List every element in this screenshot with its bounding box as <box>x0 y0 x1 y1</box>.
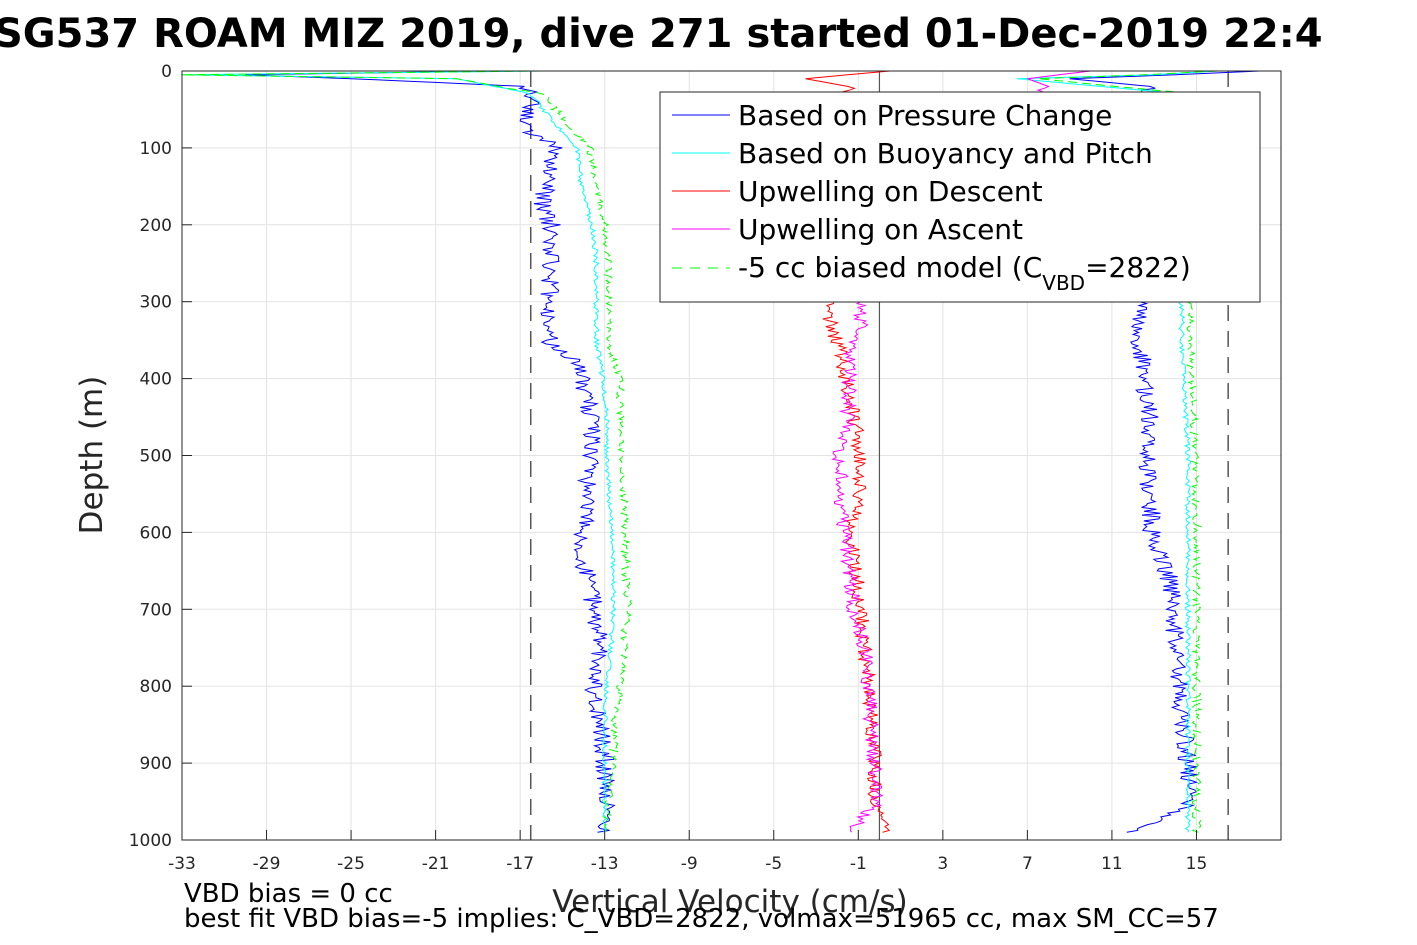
x-tick-label: -21 <box>422 854 450 874</box>
y-tick-label: 600 <box>140 523 172 543</box>
legend-label-biased-sub: VBD <box>1042 271 1085 295</box>
legend-label-biased-end: =2822) <box>1085 251 1191 284</box>
y-tick-label: 100 <box>140 139 172 159</box>
bias-note: VBD bias = 0 cc <box>184 879 393 909</box>
x-axis-title: Vertical Velocity (cm/s) <box>552 884 907 920</box>
legend-label-up-descent: Upwelling on Descent <box>738 175 1043 208</box>
x-tick-label: -5 <box>765 854 782 874</box>
series-0-descent-line <box>245 70 616 833</box>
x-tick-label: 15 <box>1186 854 1208 874</box>
legend-label-buoyancy: Based on Buoyancy and Pitch <box>738 137 1153 170</box>
series-4-descent-line <box>181 70 633 833</box>
series-1-descent-line <box>181 70 617 833</box>
legend-label-biased: -5 cc biased model (CVBD=2822) <box>738 251 1191 295</box>
x-tick-label: -17 <box>506 854 534 874</box>
legend-label-up-ascent: Upwelling on Ascent <box>738 213 1023 246</box>
y-tick-label: 800 <box>140 677 172 697</box>
best-fit-note: best fit VBD bias=-5 implies: C_VBD=2822… <box>184 904 1219 934</box>
x-tick-label: -33 <box>168 854 196 874</box>
x-tick-label: 11 <box>1101 854 1123 874</box>
y-axis-ticks: 0 100 200 300 400 500 600 700 800 900 1000 <box>129 62 192 851</box>
chart-title: SG537 ROAM MIZ 2019, dive 271 started 01… <box>0 11 1323 57</box>
x-tick-label: -13 <box>591 854 619 874</box>
legend-label-pressure: Based on Pressure Change <box>738 99 1112 132</box>
legend-box <box>659 91 1261 303</box>
series-4-ascent-line <box>1037 70 1218 833</box>
x-tick-label: 7 <box>1022 854 1033 874</box>
x-tick-label: -29 <box>253 854 281 874</box>
y-tick-label: 700 <box>140 600 172 620</box>
x-axis-ticks: -33 -29 -25 -21 -17 -13 -9 -5 -1 3 7 11 15 <box>168 830 1207 874</box>
legend: Based on Pressure Change Based on Buoyan… <box>659 91 1261 303</box>
y-tick-label: 300 <box>140 293 172 313</box>
x-tick-label: 3 <box>937 854 948 874</box>
x-tick-label: -25 <box>337 854 365 874</box>
y-tick-label: 0 <box>161 62 172 82</box>
y-axis-title: Depth (m) <box>74 376 110 535</box>
y-tick-label: 500 <box>140 447 172 467</box>
y-tick-label: 1000 <box>129 831 172 851</box>
x-tick-label: -1 <box>850 854 867 874</box>
x-tick-label: -9 <box>681 854 698 874</box>
legend-label-biased-main: -5 cc biased model (C <box>738 251 1042 284</box>
y-tick-label: 200 <box>140 216 172 236</box>
y-tick-label: 400 <box>140 370 172 390</box>
y-tick-label: 900 <box>140 754 172 774</box>
